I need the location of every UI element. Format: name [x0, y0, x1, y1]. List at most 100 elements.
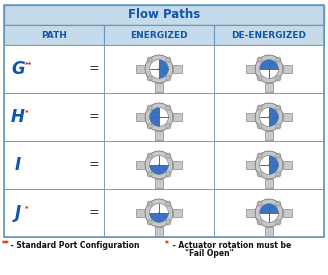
Bar: [104, 25, 214, 45]
Bar: [4, 45, 104, 93]
Circle shape: [257, 172, 262, 177]
Circle shape: [257, 220, 262, 225]
Bar: [173, 209, 182, 217]
Text: H: H: [11, 108, 25, 126]
Bar: [283, 65, 292, 73]
Circle shape: [166, 153, 171, 158]
Circle shape: [166, 57, 171, 62]
Text: ENERGIZED: ENERGIZED: [130, 31, 188, 40]
Circle shape: [145, 103, 173, 131]
Circle shape: [268, 164, 270, 166]
Circle shape: [166, 201, 171, 206]
Bar: [4, 93, 104, 141]
Circle shape: [145, 55, 173, 83]
Text: J: J: [15, 204, 21, 222]
Circle shape: [259, 59, 278, 78]
Circle shape: [268, 116, 270, 118]
Bar: [155, 131, 163, 140]
Text: PATH: PATH: [41, 31, 67, 40]
Bar: [173, 65, 182, 73]
Circle shape: [268, 212, 270, 214]
Text: I: I: [15, 156, 21, 174]
Circle shape: [147, 220, 152, 225]
Text: =: =: [89, 158, 99, 172]
Bar: [104, 141, 214, 189]
Circle shape: [257, 201, 262, 206]
Bar: [173, 161, 182, 169]
Circle shape: [268, 68, 270, 70]
Circle shape: [255, 199, 283, 227]
Circle shape: [166, 124, 171, 129]
Circle shape: [259, 108, 278, 126]
Bar: [104, 189, 214, 237]
Bar: [136, 161, 145, 169]
Circle shape: [158, 212, 160, 214]
Text: =: =: [89, 62, 99, 76]
Circle shape: [150, 108, 169, 126]
Bar: [265, 131, 273, 140]
Circle shape: [147, 105, 152, 110]
Circle shape: [158, 68, 160, 70]
Circle shape: [147, 124, 152, 129]
Bar: [155, 227, 163, 236]
Circle shape: [276, 201, 281, 206]
Text: - Actuator rotation must be: - Actuator rotation must be: [170, 241, 291, 249]
Circle shape: [147, 172, 152, 177]
Bar: [246, 113, 255, 121]
Circle shape: [257, 76, 262, 81]
Bar: [214, 189, 324, 237]
Bar: [173, 113, 182, 121]
Text: - Standard Port Configuration: - Standard Port Configuration: [8, 241, 139, 249]
Circle shape: [276, 76, 281, 81]
Wedge shape: [269, 156, 278, 165]
Circle shape: [276, 105, 281, 110]
Circle shape: [166, 220, 171, 225]
Circle shape: [150, 204, 169, 222]
Text: DE-ENERGIZED: DE-ENERGIZED: [232, 31, 306, 40]
Bar: [4, 25, 104, 45]
Bar: [265, 179, 273, 188]
Bar: [246, 161, 255, 169]
Bar: [4, 141, 104, 189]
Text: *: *: [25, 110, 29, 116]
Circle shape: [166, 76, 171, 81]
Bar: [283, 209, 292, 217]
Bar: [214, 93, 324, 141]
Wedge shape: [150, 165, 169, 174]
Circle shape: [255, 55, 283, 83]
Bar: [214, 45, 324, 93]
Bar: [214, 25, 324, 45]
Wedge shape: [159, 59, 169, 69]
Text: **: **: [25, 62, 32, 68]
Bar: [104, 45, 214, 93]
Circle shape: [257, 57, 262, 62]
Circle shape: [147, 153, 152, 158]
Circle shape: [166, 172, 171, 177]
Bar: [246, 65, 255, 73]
Circle shape: [255, 151, 283, 179]
Bar: [214, 141, 324, 189]
Bar: [265, 83, 273, 92]
Wedge shape: [259, 59, 278, 69]
Bar: [4, 5, 324, 25]
Text: *: *: [25, 206, 29, 212]
Circle shape: [276, 153, 281, 158]
Circle shape: [259, 156, 278, 174]
Bar: [265, 227, 273, 236]
Text: =: =: [89, 207, 99, 219]
Wedge shape: [269, 108, 278, 117]
Bar: [283, 161, 292, 169]
Circle shape: [276, 172, 281, 177]
Bar: [246, 209, 255, 217]
Circle shape: [257, 105, 262, 110]
Circle shape: [147, 201, 152, 206]
Circle shape: [259, 204, 278, 222]
Bar: [104, 93, 214, 141]
Text: Flow Paths: Flow Paths: [128, 9, 200, 21]
Circle shape: [255, 103, 283, 131]
Circle shape: [147, 76, 152, 81]
Text: **: **: [2, 241, 10, 249]
Circle shape: [145, 199, 173, 227]
Wedge shape: [150, 108, 159, 126]
Circle shape: [147, 57, 152, 62]
